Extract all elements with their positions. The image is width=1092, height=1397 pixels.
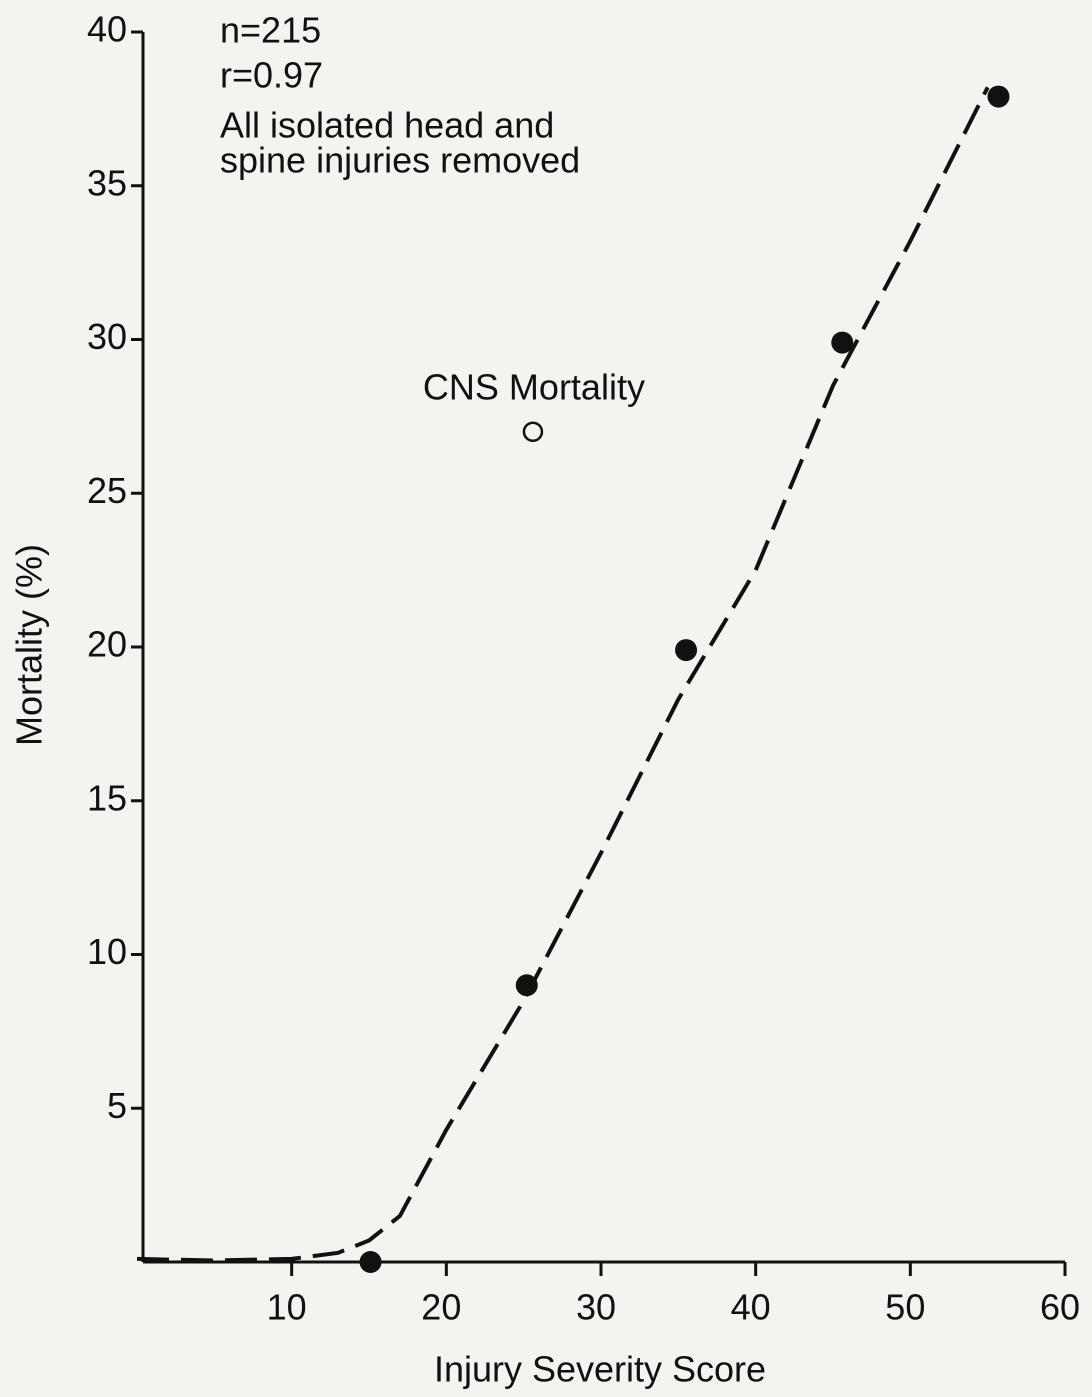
data-point — [515, 974, 538, 997]
data-point — [675, 639, 698, 662]
y-tick-label: 40 — [87, 9, 127, 50]
cns-label: CNS Mortality — [423, 366, 645, 407]
x-tick-label: 40 — [731, 1287, 771, 1328]
cns-point — [522, 421, 544, 442]
y-tick-label: 10 — [87, 931, 127, 972]
data-point — [987, 85, 1010, 108]
fit-line — [136, 86, 990, 1263]
x-axis-label: Injury Severity Score — [434, 1349, 766, 1390]
x-tick-label: 50 — [885, 1287, 925, 1328]
y-tick-label: 5 — [107, 1085, 127, 1126]
y-tick-label: 30 — [87, 316, 127, 357]
note: All isolated head and — [220, 105, 554, 146]
data-point — [359, 1251, 382, 1273]
note: r=0.97 — [220, 55, 323, 96]
y-tick-label: 15 — [87, 777, 127, 818]
y-tick-label: 35 — [87, 162, 127, 203]
note: n=215 — [220, 10, 321, 51]
y-axis-label: Mortality (%) — [9, 544, 50, 746]
x-tick-label: 20 — [421, 1287, 461, 1328]
y-tick-label: 20 — [87, 624, 127, 665]
note: spine injuries removed — [220, 140, 580, 181]
x-tick-label: 30 — [576, 1287, 616, 1328]
data-point — [831, 331, 854, 354]
y-tick-label: 25 — [87, 470, 127, 511]
x-tick-label: 10 — [267, 1287, 307, 1328]
x-tick-label: 60 — [1040, 1287, 1080, 1328]
